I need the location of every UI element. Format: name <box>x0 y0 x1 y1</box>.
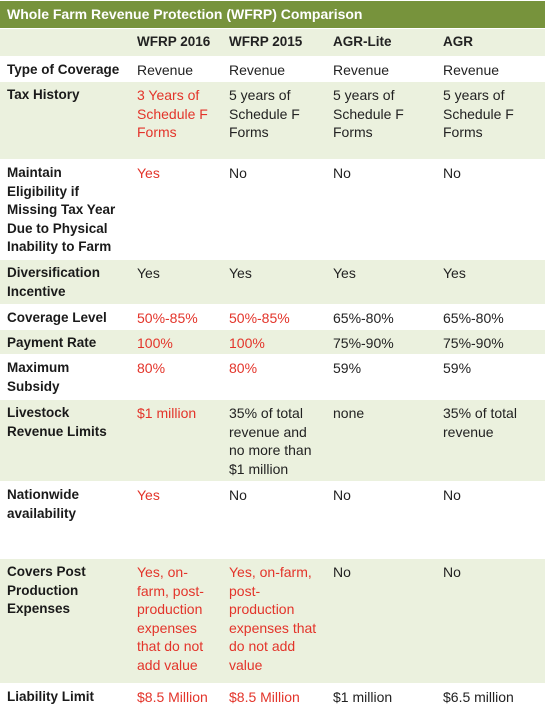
cell: $1 million <box>130 399 222 482</box>
cell: 75%-90% <box>326 329 436 355</box>
row-label: Payment Rate <box>0 329 130 355</box>
cell: 80% <box>130 354 222 400</box>
row-label: Tax History <box>0 81 130 160</box>
cell: 50%-85% <box>222 304 326 330</box>
cell: Revenue <box>130 56 222 82</box>
cell: 5 years of Schedule F Forms <box>222 81 326 160</box>
cell: Yes <box>130 259 222 305</box>
cell: Yes <box>326 259 436 305</box>
cell: $8.5 Million <box>130 683 222 711</box>
cell: 59% <box>326 354 436 400</box>
cell: Yes <box>436 259 546 305</box>
table-title: Whole Farm Revenue Protection (WFRP) Com… <box>0 0 546 29</box>
cell: 59% <box>436 354 546 400</box>
row-label: Maintain Eligibility if Missing Tax Year… <box>0 159 130 260</box>
cell: No <box>326 481 436 559</box>
cell: 100% <box>222 329 326 355</box>
row-label: Covers Post Production Expenses <box>0 558 130 684</box>
row-label: Nationwide availability <box>0 481 130 559</box>
cell: No <box>436 159 546 260</box>
cell: No <box>222 481 326 559</box>
cell: Revenue <box>326 56 436 82</box>
row-label: Diversification Incentive <box>0 259 130 305</box>
cell: 3 Years of Schedule F Forms <box>130 81 222 160</box>
row-label: Livestock Revenue Limits <box>0 399 130 482</box>
cell: Yes, on-farm, post-production expenses t… <box>130 558 222 684</box>
row-label: Type of Coverage <box>0 56 130 82</box>
row-label: Liability Limit <box>0 683 130 711</box>
cell: Revenue <box>436 56 546 82</box>
cell: No <box>436 481 546 559</box>
row-label: Coverage Level <box>0 304 130 330</box>
cell: No <box>326 159 436 260</box>
cell: $1 million <box>326 683 436 711</box>
cell: No <box>222 159 326 260</box>
cell: Revenue <box>222 56 326 82</box>
cell: 5 years of Schedule F Forms <box>326 81 436 160</box>
cell: Yes <box>130 481 222 559</box>
cell: 75%-90% <box>436 329 546 355</box>
column-header: AGR-Lite <box>326 28 436 57</box>
cell: none <box>326 399 436 482</box>
cell: 65%-80% <box>436 304 546 330</box>
corner <box>0 28 130 57</box>
cell: 50%-85% <box>130 304 222 330</box>
cell: No <box>326 558 436 684</box>
cell: 5 years of Schedule F Forms <box>436 81 546 160</box>
column-header: AGR <box>436 28 546 57</box>
cell: $6.5 million <box>436 683 546 711</box>
cell: 100% <box>130 329 222 355</box>
cell: Yes <box>222 259 326 305</box>
cell: $8.5 Million <box>222 683 326 711</box>
cell: Yes <box>130 159 222 260</box>
cell: Yes, on-farm, post-production expenses t… <box>222 558 326 684</box>
column-header: WFRP 2016 <box>130 28 222 57</box>
column-header: WFRP 2015 <box>222 28 326 57</box>
cell: 35% of total revenue <box>436 399 546 482</box>
row-label: Maximum Subsidy <box>0 354 130 400</box>
cell: 65%-80% <box>326 304 436 330</box>
cell: No <box>436 558 546 684</box>
cell: 35% of total revenue and no more than $1… <box>222 399 326 482</box>
cell: 80% <box>222 354 326 400</box>
